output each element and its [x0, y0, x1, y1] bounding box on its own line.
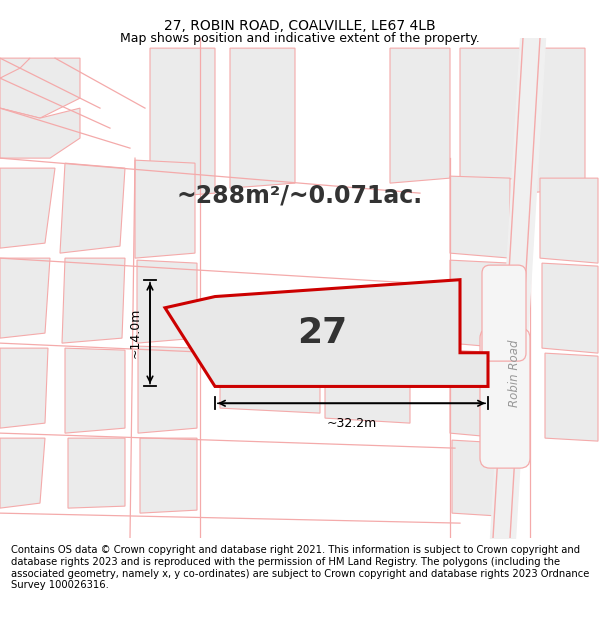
- Polygon shape: [545, 353, 598, 441]
- Polygon shape: [220, 303, 320, 413]
- Polygon shape: [135, 160, 195, 258]
- Text: ~14.0m: ~14.0m: [129, 308, 142, 358]
- Polygon shape: [150, 48, 215, 198]
- Polygon shape: [0, 58, 80, 118]
- Polygon shape: [0, 108, 80, 158]
- Polygon shape: [525, 48, 585, 193]
- Polygon shape: [138, 346, 197, 433]
- Polygon shape: [450, 350, 508, 438]
- Polygon shape: [230, 48, 295, 188]
- Polygon shape: [137, 260, 197, 343]
- Polygon shape: [0, 438, 45, 508]
- Polygon shape: [390, 48, 450, 183]
- Polygon shape: [542, 263, 598, 353]
- Text: ~288m²/~0.071ac.: ~288m²/~0.071ac.: [177, 183, 423, 208]
- Text: Robin Road: Robin Road: [509, 339, 521, 407]
- Polygon shape: [452, 440, 505, 516]
- Polygon shape: [325, 313, 410, 423]
- Polygon shape: [540, 178, 598, 263]
- Text: Contains OS data © Crown copyright and database right 2021. This information is : Contains OS data © Crown copyright and d…: [11, 546, 589, 590]
- Polygon shape: [0, 348, 48, 428]
- Polygon shape: [65, 348, 125, 433]
- Polygon shape: [68, 438, 125, 508]
- Polygon shape: [0, 58, 30, 78]
- Polygon shape: [450, 260, 510, 348]
- Text: Map shows position and indicative extent of the property.: Map shows position and indicative extent…: [120, 32, 480, 45]
- Polygon shape: [60, 163, 125, 253]
- Polygon shape: [165, 280, 488, 386]
- Polygon shape: [140, 438, 197, 513]
- Polygon shape: [0, 258, 50, 338]
- Polygon shape: [450, 176, 510, 258]
- FancyBboxPatch shape: [482, 265, 526, 361]
- Polygon shape: [62, 258, 125, 343]
- Polygon shape: [0, 168, 55, 248]
- FancyBboxPatch shape: [480, 328, 530, 468]
- Text: ~32.2m: ~32.2m: [326, 418, 377, 430]
- Text: 27: 27: [298, 316, 347, 350]
- Polygon shape: [460, 48, 520, 183]
- Text: 27, ROBIN ROAD, COALVILLE, LE67 4LB: 27, ROBIN ROAD, COALVILLE, LE67 4LB: [164, 19, 436, 33]
